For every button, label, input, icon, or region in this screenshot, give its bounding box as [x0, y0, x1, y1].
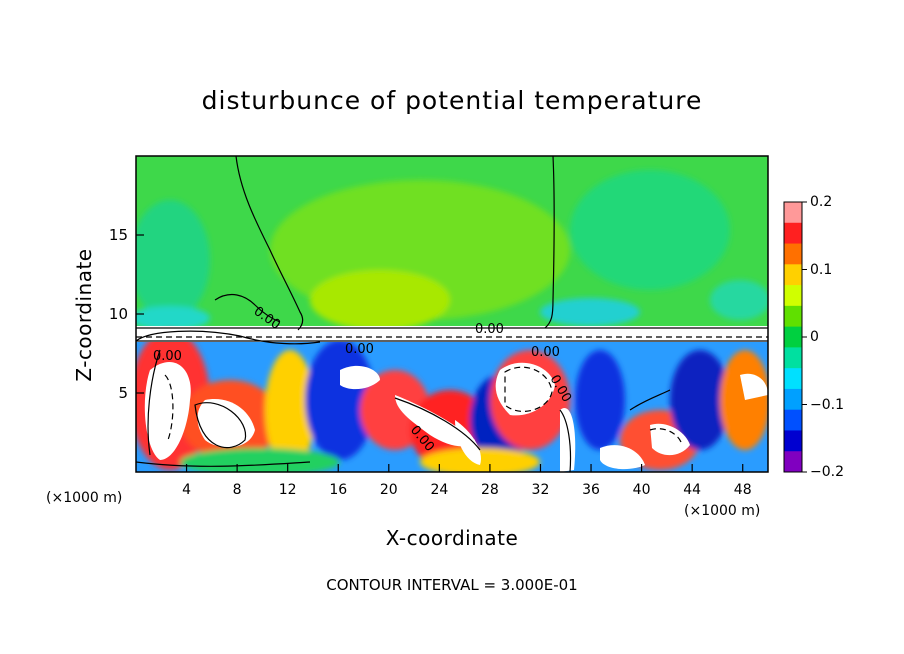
- x-tick-label: 24: [430, 482, 449, 498]
- colorbar-swatch: [784, 202, 802, 224]
- colorbar-tick-label: 0: [810, 329, 819, 345]
- colorbar: [783, 201, 807, 473]
- colorbar-tick-label: 0.2: [810, 194, 833, 210]
- contour-label: 0.00: [475, 322, 504, 337]
- colorbar-swatch: [784, 285, 802, 307]
- x-tick-label: 28: [480, 482, 499, 498]
- y-tick-label: 5: [118, 384, 128, 402]
- colorbar-swatch: [784, 305, 802, 328]
- x-unit-right: (×1000 m): [684, 503, 761, 519]
- x-tick-label: 32: [531, 482, 550, 498]
- x-tick-label: 40: [632, 482, 651, 498]
- y-axis-label: Z-coordinate: [72, 248, 96, 382]
- colorbar-tick-label: −0.1: [810, 396, 844, 413]
- colorbar-swatch: [784, 243, 802, 265]
- contour-label: 0.00: [153, 349, 182, 364]
- y-tick-marks: [136, 234, 144, 394]
- x-tick-marks: [185, 464, 744, 472]
- x-tick-label: 44: [683, 482, 702, 498]
- colorbar-swatch: [784, 451, 802, 473]
- x-tick-label: 20: [379, 482, 398, 498]
- colorbar-tick-label: −0.2: [810, 464, 844, 480]
- contour-interval-note: CONTOUR INTERVAL = 3.000E-01: [326, 576, 578, 594]
- colorbar-swatch: [784, 430, 802, 452]
- chart-title: disturbunce of potential temperature: [201, 86, 703, 115]
- x-tick-label: 8: [232, 482, 242, 498]
- x-tick-label: 4: [182, 482, 192, 498]
- contour-label: 0.00: [531, 345, 560, 360]
- colorbar-swatch: [784, 222, 802, 245]
- x-tick-label: 48: [733, 482, 752, 498]
- colorbar-swatch: [784, 264, 802, 286]
- contour-label: 0.00: [345, 342, 374, 357]
- colorbar-swatch: [784, 368, 802, 390]
- colorbar-swatch: [784, 347, 802, 369]
- x-tick-label: 12: [278, 482, 297, 498]
- y-tick-label: 15: [108, 226, 128, 244]
- y-tick-label: 10: [108, 305, 128, 323]
- x-axis-label: X-coordinate: [385, 526, 519, 550]
- field-layer: [136, 156, 768, 472]
- x-tick-label: 36: [582, 482, 600, 498]
- x-unit-left: (×1000 m): [46, 490, 123, 506]
- colorbar-tick-label: 0.1: [810, 261, 833, 278]
- colorbar-swatch: [784, 326, 802, 348]
- x-tick-label: 16: [329, 482, 348, 498]
- colorbar-swatch: [784, 388, 802, 411]
- colorbar-swatch: [784, 409, 802, 431]
